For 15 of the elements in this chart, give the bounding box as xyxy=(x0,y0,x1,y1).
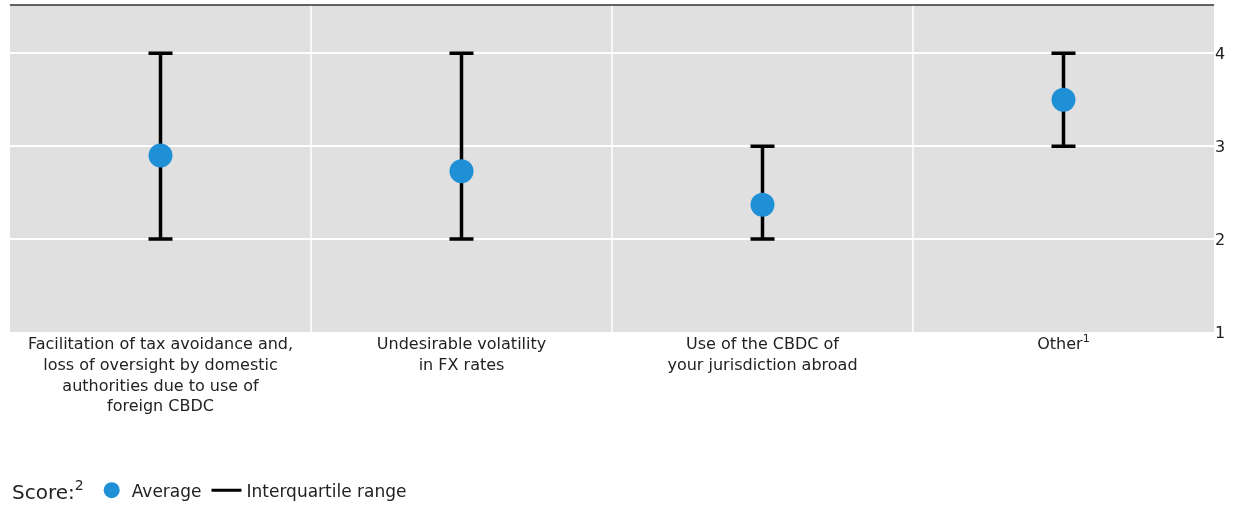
point xyxy=(750,192,775,217)
point xyxy=(1051,87,1076,112)
y-tick-label: 1 xyxy=(1215,322,1226,342)
x-tick-label: Use of the CBDC of your jurisdiction abroad xyxy=(667,334,858,374)
y-tick-label: 4 xyxy=(1215,43,1226,63)
y-tick-label: 2 xyxy=(1215,229,1226,249)
legend-label: Average xyxy=(131,480,202,501)
legend-title: Score:$^{2}$ xyxy=(12,477,84,504)
text: Interquartile range xyxy=(246,480,407,501)
y-tick-label: 3 xyxy=(1215,136,1226,156)
x-tick-label: Undesirable volatility in FX rates xyxy=(376,334,547,374)
point xyxy=(449,159,474,184)
point xyxy=(148,143,173,168)
x-tick-label: Facilitation of tax avoidance and, loss of oversight by domestic authorities due to use of foreign CBDC xyxy=(27,334,294,416)
x-tick-label: Other$^{1}$ xyxy=(1037,332,1090,353)
